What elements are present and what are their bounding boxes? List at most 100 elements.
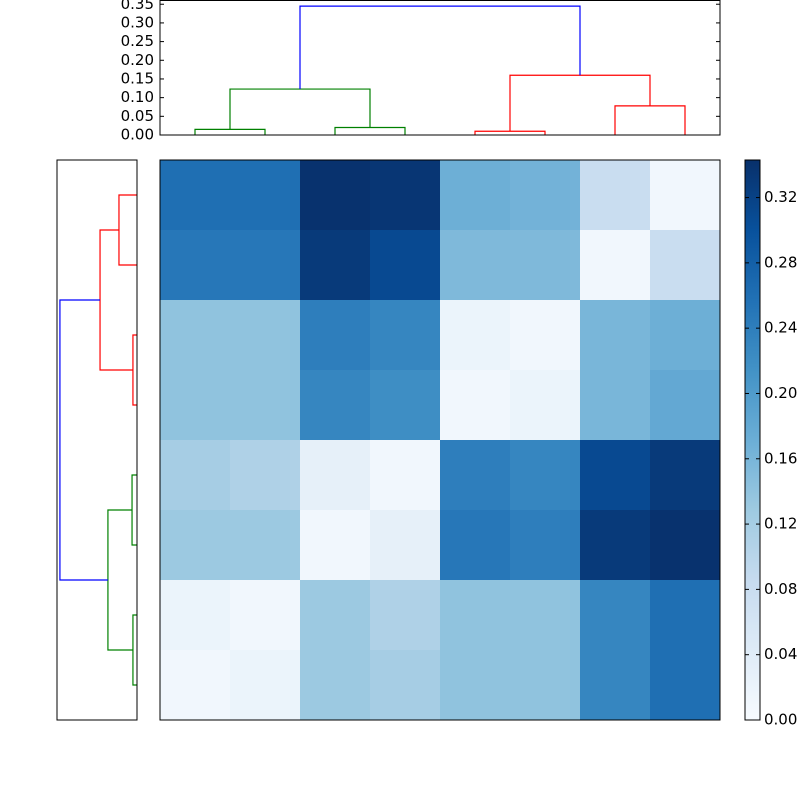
- heatmap-cell: [370, 580, 441, 651]
- heatmap-cell: [650, 160, 721, 231]
- heatmap-cell: [230, 510, 301, 581]
- heatmap-cell: [370, 230, 441, 301]
- y-tick-label: 0.35: [121, 0, 154, 13]
- heatmap-frame: [159, 159, 721, 721]
- heatmap-cell: [160, 370, 231, 441]
- heatmap-cell: [370, 440, 441, 511]
- y-tick-label: 0.05: [121, 107, 154, 125]
- heatmap-cell: [160, 580, 231, 651]
- dendrogram-link: [131, 474, 137, 546]
- axes-frame: [159, 0, 721, 136]
- heatmap-cell: [650, 230, 721, 301]
- heatmap-cell: [440, 370, 511, 441]
- heatmap-cell: [370, 300, 441, 371]
- heatmap-cell: [300, 160, 371, 231]
- heatmap-cell: [510, 160, 581, 231]
- dendrogram-link: [132, 334, 137, 406]
- dendrogram-link: [509, 74, 651, 132]
- heatmap-cell: [650, 650, 721, 721]
- heatmap-cell: [300, 650, 371, 721]
- heatmap-cell: [300, 370, 371, 441]
- heatmap-cell: [370, 160, 441, 231]
- heatmap-cell: [650, 510, 721, 581]
- heatmap-cell: [300, 510, 371, 581]
- heatmap-cell: [580, 160, 651, 231]
- heatmap-cell: [160, 230, 231, 301]
- heatmap-cell: [580, 440, 651, 511]
- heatmap-cell: [650, 580, 721, 651]
- heatmap-cell: [580, 650, 651, 721]
- colorbar-tick-label: 0.12: [764, 515, 797, 533]
- y-tick-label: 0.15: [121, 69, 154, 87]
- heatmap-cell: [160, 440, 231, 511]
- heatmap-cell: [230, 650, 301, 721]
- dendrogram-link: [99, 229, 133, 371]
- heatmap-cell: [510, 510, 581, 581]
- heatmap-cell: [510, 440, 581, 511]
- heatmap-cell: [300, 580, 371, 651]
- heatmap-cell: [370, 510, 441, 581]
- heatmap-cell: [230, 300, 301, 371]
- heatmap-cell: [300, 230, 371, 301]
- colorbar-tick-label: 0.24: [764, 319, 797, 337]
- colorbar-frame: [744, 159, 761, 721]
- colorbar-tick-label: 0.28: [764, 253, 797, 271]
- dendrogram-link: [107, 509, 133, 651]
- y-tick-label: 0.25: [121, 32, 154, 50]
- heatmap-cell: [650, 440, 721, 511]
- axes-frame: [56, 159, 138, 721]
- heatmap-cell: [440, 160, 511, 231]
- colorbar-tick-label: 0.08: [764, 580, 797, 598]
- dendrogram-link: [118, 194, 137, 266]
- heatmap-cell: [160, 160, 231, 231]
- heatmap-cell: [510, 300, 581, 371]
- heatmap-cell: [580, 230, 651, 301]
- dendrogram-link: [614, 105, 686, 135]
- heatmap-cell: [580, 300, 651, 371]
- dendrogram-link: [474, 130, 546, 135]
- heatmap-cell: [160, 300, 231, 371]
- heatmap-cell: [510, 650, 581, 721]
- heatmap-cell: [230, 370, 301, 441]
- heatmap-cell: [580, 510, 651, 581]
- heatmap-cell: [370, 370, 441, 441]
- y-tick-label: 0.20: [121, 51, 154, 69]
- heatmap-cell: [230, 230, 301, 301]
- heatmap-cell: [510, 230, 581, 301]
- colorbar-tick-label: 0.32: [764, 188, 797, 206]
- colorbar-tick-label: 0.20: [764, 384, 797, 402]
- y-tick-label: 0.30: [121, 13, 154, 31]
- dendrogram-link: [59, 299, 108, 581]
- dendrogram-link: [334, 126, 406, 135]
- dendrogram-link: [194, 128, 266, 135]
- heatmap-cell: [440, 580, 511, 651]
- dendrogram-link: [299, 5, 581, 90]
- heatmap-cell: [440, 440, 511, 511]
- heatmap-cell: [510, 580, 581, 651]
- heatmap-cell: [580, 370, 651, 441]
- y-tick-label: 0.10: [121, 88, 154, 106]
- colorbar-tick-label: 0.16: [764, 449, 797, 467]
- dendrogram-link: [229, 88, 371, 130]
- heatmap-cell: [230, 160, 301, 231]
- heatmap-cell: [300, 300, 371, 371]
- dendrogram-link: [132, 614, 137, 686]
- heatmap-cell: [440, 230, 511, 301]
- heatmap-cell: [160, 510, 231, 581]
- colorbar-tick-label: 0.00: [764, 711, 797, 729]
- heatmap-cell: [580, 580, 651, 651]
- heatmap-cell: [440, 300, 511, 371]
- colorbar: [745, 160, 760, 720]
- heatmap-cell: [650, 300, 721, 371]
- heatmap-cell: [230, 580, 301, 651]
- heatmap-cell: [440, 650, 511, 721]
- heatmap-cell: [160, 650, 231, 721]
- heatmap-cell: [230, 440, 301, 511]
- heatmap-cell: [510, 370, 581, 441]
- colorbar-tick-label: 0.04: [764, 645, 797, 663]
- y-tick-label: 0.00: [121, 126, 154, 144]
- heatmap-cell: [440, 510, 511, 581]
- heatmap-cell: [300, 440, 371, 511]
- heatmap-cell: [650, 370, 721, 441]
